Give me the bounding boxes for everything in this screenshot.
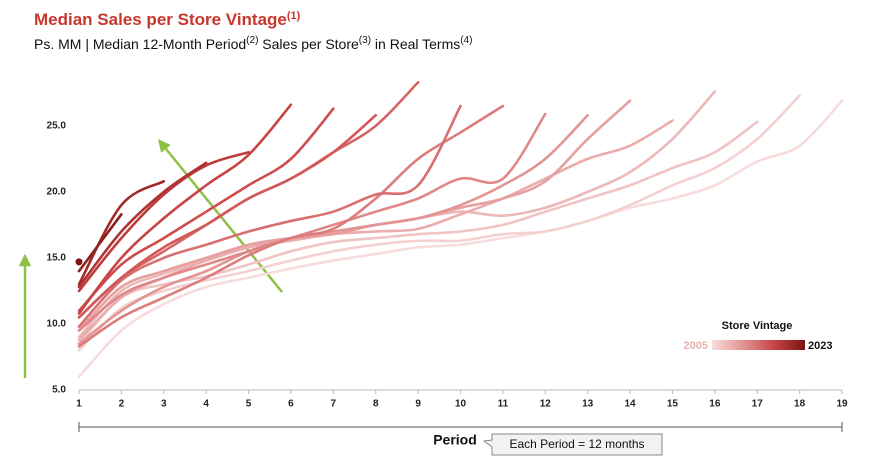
y-tick-label: 20.0 xyxy=(47,187,67,198)
series-line xyxy=(77,113,589,346)
x-tick-label: 14 xyxy=(624,399,636,410)
x-tick-label: 2 xyxy=(119,399,125,410)
x-tick-label: 4 xyxy=(203,399,209,410)
point xyxy=(75,258,83,266)
x-tick-label: 10 xyxy=(455,399,467,410)
x-tick-label: 19 xyxy=(836,399,848,410)
x-note: Each Period = 12 months xyxy=(509,437,644,451)
title-text: Median Sales per Store Vintage xyxy=(34,10,287,29)
x-tick-label: 12 xyxy=(540,399,552,410)
x-tick-label: 9 xyxy=(415,399,421,410)
series-line xyxy=(77,119,674,342)
note-callout xyxy=(482,433,663,456)
legend-min: 2005 xyxy=(684,340,708,352)
series-line xyxy=(77,180,166,286)
series-line xyxy=(77,103,293,315)
series-line xyxy=(77,99,844,379)
title-note: (1) xyxy=(287,10,301,22)
series-line xyxy=(77,94,801,352)
y-tick-label: 15.0 xyxy=(47,253,67,264)
y-tick-label: 25.0 xyxy=(47,120,67,131)
legend-max: 2023 xyxy=(808,340,832,352)
y-tick-label: 5.0 xyxy=(52,385,66,396)
series-line xyxy=(77,104,462,328)
series-line xyxy=(77,113,378,319)
x-tick-label: 11 xyxy=(498,399,509,410)
x-tick-label: 7 xyxy=(331,399,337,410)
subtitle-text: Sales per Store xyxy=(258,36,359,52)
x-tick-label: 13 xyxy=(582,399,594,410)
legend-gradient xyxy=(712,340,805,350)
series-line xyxy=(77,112,547,332)
x-axis-label: Period xyxy=(433,432,477,448)
legend-title: Store Vintage xyxy=(722,320,793,332)
x-tick-label: 18 xyxy=(794,399,806,410)
x-tick-label: 8 xyxy=(373,399,379,410)
x-tick-label: 15 xyxy=(667,399,679,410)
chart-title: Median Sales per Store Vintage(1) xyxy=(34,10,301,30)
series-line xyxy=(77,120,759,346)
x-tick-label: 16 xyxy=(709,399,721,410)
subtitle-note: (4) xyxy=(460,35,472,46)
subtitle-text: Ps. MM | Median 12-Month Period xyxy=(34,36,246,52)
subtitle-text: in Real Terms xyxy=(371,36,460,52)
chart-subtitle: Ps. MM | Median 12-Month Period(2) Sales… xyxy=(34,35,472,52)
series-line xyxy=(77,161,208,289)
subtitle-note: (2) xyxy=(246,35,258,46)
series-line xyxy=(77,150,250,293)
series-line xyxy=(77,213,123,273)
x-tick-label: 17 xyxy=(752,399,764,410)
series-line xyxy=(77,99,632,332)
series-line xyxy=(77,104,505,348)
series-line xyxy=(77,107,335,313)
x-tick-label: 5 xyxy=(246,399,252,410)
subtitle-note: (3) xyxy=(359,35,371,46)
y-tick-label: 10.0 xyxy=(47,319,67,330)
x-tick-label: 1 xyxy=(76,399,82,410)
x-tick-label: 3 xyxy=(161,399,167,410)
x-tick-label: 6 xyxy=(288,399,294,410)
